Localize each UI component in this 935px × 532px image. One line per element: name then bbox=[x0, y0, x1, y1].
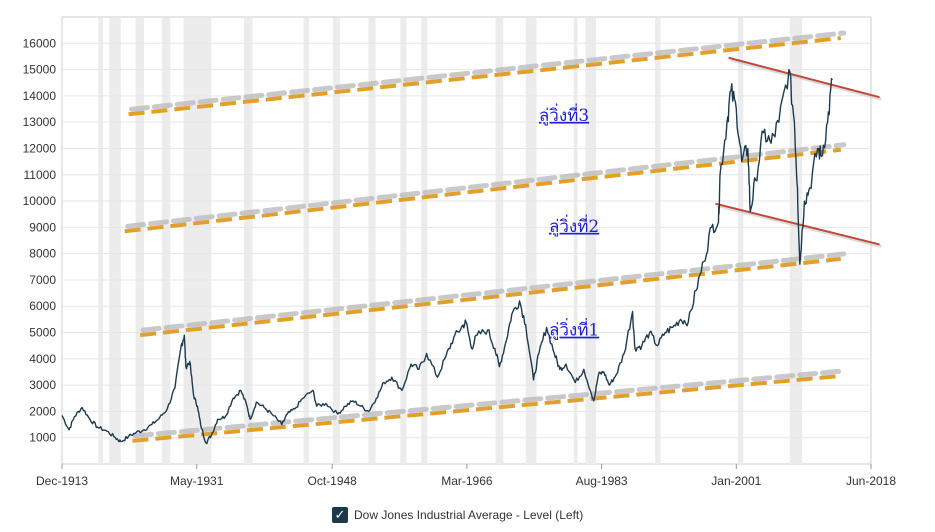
channel-annotation: ลู่วิ่งที่1 bbox=[549, 318, 599, 341]
y-tick-label: 16000 bbox=[23, 36, 57, 50]
legend[interactable]: ✓ Dow Jones Industrial Average - Level (… bbox=[332, 507, 583, 523]
recession-band bbox=[183, 18, 212, 464]
recession-band bbox=[573, 18, 578, 464]
channel-annotation: ลู่วิ่งที่2 bbox=[549, 214, 599, 237]
resistance-line-shadow bbox=[730, 58, 882, 101]
recession-band bbox=[98, 18, 104, 464]
y-tick-label: 6000 bbox=[29, 299, 56, 313]
resistance-lines bbox=[715, 56, 882, 248]
trend-channel-lines bbox=[124, 30, 847, 443]
trend-channel-line bbox=[132, 373, 841, 443]
legend-label: Dow Jones Industrial Average - Level (Le… bbox=[354, 508, 584, 522]
grid-lines bbox=[62, 42, 871, 439]
resistance-line-shadow bbox=[717, 204, 882, 248]
x-tick-label: Jun-2018 bbox=[846, 474, 896, 488]
y-tick-label: 10000 bbox=[23, 194, 57, 208]
recession-band bbox=[421, 18, 428, 464]
y-tick-label: 5000 bbox=[29, 326, 56, 340]
recession-band bbox=[243, 18, 253, 464]
trend-line-shadow bbox=[129, 30, 847, 112]
resistance-line bbox=[715, 202, 880, 246]
x-tick-label: Oct-1948 bbox=[308, 474, 358, 488]
x-tick-label: Jan-2001 bbox=[711, 474, 761, 488]
y-tick-label: 7000 bbox=[29, 273, 56, 287]
recession-band bbox=[109, 18, 121, 464]
y-tick-label: 15000 bbox=[23, 63, 57, 77]
legend-checkbox-icon[interactable]: ✓ bbox=[332, 507, 348, 523]
recession-band bbox=[525, 18, 537, 464]
y-tick-label: 4000 bbox=[29, 352, 56, 366]
recession-band bbox=[303, 18, 309, 464]
trend-line-shadow bbox=[140, 251, 847, 333]
y-tick-label: 11000 bbox=[24, 168, 57, 182]
y-tick-label: 3000 bbox=[29, 378, 56, 392]
recession-band bbox=[495, 18, 504, 464]
recession-band bbox=[161, 18, 171, 464]
y-tick-label: 1000 bbox=[29, 431, 56, 445]
y-tick-label: 13000 bbox=[23, 115, 57, 129]
recession-bands bbox=[98, 18, 803, 464]
y-tick-label: 12000 bbox=[23, 141, 57, 155]
y-tick-label: 9000 bbox=[29, 220, 56, 234]
trend-channel-line bbox=[139, 256, 842, 338]
x-tick-label: May-1931 bbox=[170, 474, 224, 488]
y-tick-label: 2000 bbox=[29, 404, 56, 418]
trend-line-shadow bbox=[132, 368, 847, 439]
plot-area bbox=[61, 16, 872, 465]
recession-band bbox=[135, 18, 145, 464]
recession-band bbox=[737, 18, 744, 464]
x-tick-label: Mar-1966 bbox=[441, 474, 493, 488]
x-axis: Dec-1913 May-1931 Oct-1948 Mar-1966 Aug-1983… bbox=[36, 464, 896, 488]
recession-band bbox=[332, 18, 340, 464]
y-tick-label: 14000 bbox=[23, 89, 57, 103]
x-tick-label: Aug-1983 bbox=[576, 474, 628, 488]
recession-band bbox=[655, 18, 661, 464]
recession-band bbox=[368, 18, 376, 464]
series-line bbox=[61, 68, 833, 445]
x-tick-label: Dec-1913 bbox=[36, 474, 88, 488]
recession-band bbox=[585, 18, 597, 464]
y-axis: 1000 2000 3000 4000 5000 6000 7000 8000 9000 1000… bbox=[23, 36, 57, 444]
recession-band bbox=[400, 18, 407, 464]
annotations: ลู่วิ่งที่3 ลู่วิ่งที่2 ลู่วิ่งที่1 bbox=[539, 103, 599, 341]
trend-channel-line bbox=[128, 36, 842, 117]
channel-annotation: ลู่วิ่งที่3 bbox=[539, 103, 589, 126]
recession-band bbox=[789, 18, 803, 464]
trend-line-shadow bbox=[125, 142, 847, 229]
y-tick-label: 8000 bbox=[29, 247, 56, 261]
resistance-line bbox=[728, 56, 880, 99]
